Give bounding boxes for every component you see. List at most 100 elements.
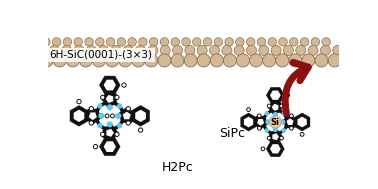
- Polygon shape: [104, 80, 116, 90]
- Circle shape: [97, 123, 103, 128]
- Circle shape: [236, 38, 244, 46]
- Circle shape: [321, 45, 330, 55]
- Polygon shape: [273, 133, 279, 140]
- Polygon shape: [99, 76, 120, 94]
- Circle shape: [197, 54, 210, 67]
- Circle shape: [63, 38, 72, 46]
- Polygon shape: [270, 130, 283, 144]
- Circle shape: [302, 54, 315, 67]
- Circle shape: [192, 38, 201, 46]
- Circle shape: [79, 54, 93, 67]
- Polygon shape: [103, 125, 118, 141]
- Circle shape: [268, 38, 276, 46]
- Polygon shape: [132, 105, 150, 126]
- Circle shape: [197, 45, 207, 55]
- Circle shape: [289, 54, 302, 67]
- Circle shape: [333, 45, 343, 55]
- Circle shape: [85, 38, 93, 46]
- Circle shape: [301, 38, 309, 46]
- Circle shape: [171, 54, 184, 67]
- Circle shape: [246, 38, 255, 46]
- Circle shape: [210, 54, 223, 67]
- Polygon shape: [283, 115, 297, 128]
- Polygon shape: [294, 113, 310, 131]
- Polygon shape: [70, 105, 88, 126]
- Circle shape: [172, 45, 183, 55]
- Polygon shape: [123, 112, 131, 119]
- Circle shape: [93, 145, 98, 149]
- Circle shape: [62, 45, 72, 55]
- Circle shape: [53, 54, 66, 67]
- Circle shape: [246, 45, 257, 55]
- Text: Si: Si: [271, 118, 280, 126]
- Circle shape: [111, 114, 115, 118]
- Polygon shape: [101, 91, 117, 107]
- Circle shape: [257, 126, 261, 130]
- Circle shape: [74, 38, 82, 46]
- Circle shape: [37, 45, 47, 55]
- Circle shape: [267, 136, 271, 140]
- Circle shape: [122, 83, 126, 87]
- Circle shape: [132, 54, 145, 67]
- Circle shape: [259, 45, 269, 55]
- Circle shape: [115, 113, 121, 119]
- Circle shape: [136, 45, 146, 55]
- Polygon shape: [106, 129, 114, 137]
- Circle shape: [123, 45, 133, 55]
- Circle shape: [126, 107, 130, 111]
- Polygon shape: [270, 144, 281, 153]
- Circle shape: [101, 95, 105, 100]
- Circle shape: [300, 132, 304, 136]
- Circle shape: [50, 45, 59, 55]
- Polygon shape: [241, 113, 256, 131]
- Circle shape: [66, 54, 79, 67]
- Circle shape: [138, 128, 143, 132]
- Circle shape: [280, 136, 284, 140]
- Circle shape: [119, 54, 132, 67]
- Circle shape: [308, 45, 318, 55]
- Polygon shape: [297, 117, 307, 127]
- Circle shape: [115, 95, 119, 100]
- Circle shape: [276, 54, 289, 67]
- Polygon shape: [254, 116, 268, 129]
- Polygon shape: [257, 119, 264, 126]
- Circle shape: [280, 104, 284, 108]
- Circle shape: [257, 114, 261, 118]
- Polygon shape: [268, 100, 281, 114]
- Circle shape: [203, 38, 212, 46]
- Circle shape: [158, 54, 171, 67]
- Text: H2Pc: H2Pc: [162, 160, 194, 174]
- Circle shape: [257, 38, 266, 46]
- Circle shape: [223, 54, 237, 67]
- Circle shape: [225, 38, 233, 46]
- Text: 6H-SiC(0001)-(3×3): 6H-SiC(0001)-(3×3): [50, 50, 153, 60]
- Circle shape: [247, 108, 250, 112]
- Circle shape: [40, 54, 53, 67]
- Circle shape: [149, 38, 158, 46]
- Polygon shape: [85, 109, 101, 124]
- Circle shape: [77, 99, 81, 104]
- Polygon shape: [104, 141, 116, 152]
- Polygon shape: [287, 118, 294, 125]
- Polygon shape: [135, 110, 146, 122]
- Polygon shape: [119, 107, 135, 123]
- Polygon shape: [266, 141, 284, 157]
- Polygon shape: [270, 91, 281, 100]
- Circle shape: [117, 103, 122, 109]
- Circle shape: [280, 119, 285, 125]
- Circle shape: [269, 116, 281, 128]
- Circle shape: [106, 38, 115, 46]
- Circle shape: [185, 45, 195, 55]
- Circle shape: [282, 111, 286, 116]
- Circle shape: [290, 126, 293, 130]
- Circle shape: [89, 107, 93, 111]
- Circle shape: [105, 114, 109, 118]
- Circle shape: [148, 45, 158, 55]
- Circle shape: [271, 45, 281, 55]
- Circle shape: [74, 45, 84, 55]
- Circle shape: [160, 38, 169, 46]
- Circle shape: [279, 38, 287, 46]
- Circle shape: [126, 121, 130, 125]
- Circle shape: [182, 38, 190, 46]
- Circle shape: [286, 93, 290, 97]
